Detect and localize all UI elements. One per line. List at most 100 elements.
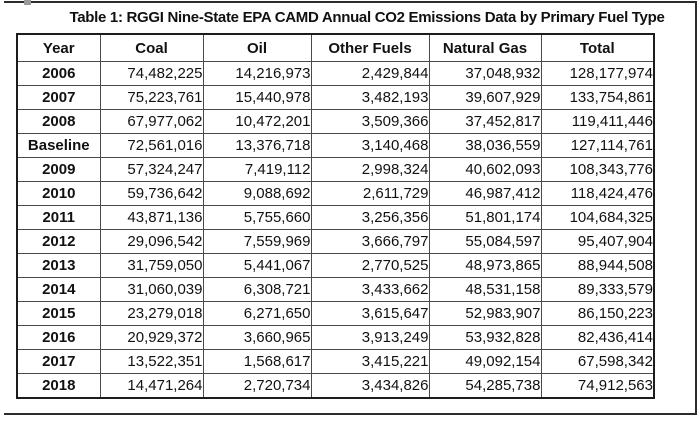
value-cell: 74,482,225 xyxy=(99,61,204,86)
year-cell: Baseline xyxy=(16,133,101,158)
value-cell: 20,929,372 xyxy=(99,325,204,350)
value-cell: 2,998,324 xyxy=(310,157,430,182)
value-cell: 3,140,468 xyxy=(310,133,430,158)
column-header-other-fuels: Other Fuels xyxy=(310,33,430,62)
header-row: Year Coal Oil Other Fuels Natural Gas Total xyxy=(16,33,655,62)
value-cell: 3,415,221 xyxy=(310,349,430,374)
value-cell: 2,429,844 xyxy=(310,61,430,86)
value-cell: 2,770,525 xyxy=(310,253,430,278)
year-cell: 2007 xyxy=(16,85,101,110)
table-row: 2007 75,223,761 15,440,978 3,482,193 39,607,… xyxy=(16,85,655,110)
value-cell: 29,096,542 xyxy=(99,229,204,254)
value-cell: 2,611,729 xyxy=(310,181,430,206)
value-cell: 7,419,112 xyxy=(202,157,312,182)
value-cell: 43,871,136 xyxy=(99,205,204,230)
value-cell: 89,333,579 xyxy=(540,277,655,302)
value-cell: 75,223,761 xyxy=(99,85,204,110)
table-row: 2006 74,482,225 14,216,973 2,429,844 37,048,… xyxy=(16,61,655,86)
value-cell: 13,522,351 xyxy=(99,349,204,374)
value-cell: 46,987,412 xyxy=(428,181,542,206)
value-cell: 72,561,016 xyxy=(99,133,204,158)
value-cell: 48,531,158 xyxy=(428,277,542,302)
value-cell: 57,324,247 xyxy=(99,157,204,182)
value-cell: 3,256,356 xyxy=(310,205,430,230)
value-cell: 10,472,201 xyxy=(202,109,312,134)
column-header-total: Total xyxy=(540,33,655,62)
scan-artifact xyxy=(24,0,31,5)
year-cell: 2014 xyxy=(16,277,101,302)
table-row: 2012 29,096,542 7,559,969 3,666,797 55,084,5… xyxy=(16,229,655,254)
table-row: 2018 14,471,264 2,720,734 3,434,826 54,285,7… xyxy=(16,373,655,399)
value-cell: 67,977,062 xyxy=(99,109,204,134)
value-cell: 48,973,865 xyxy=(428,253,542,278)
value-cell: 13,376,718 xyxy=(202,133,312,158)
value-cell: 118,424,476 xyxy=(540,181,655,206)
table-row: 2009 57,324,247 7,419,112 2,998,324 40,602,0… xyxy=(16,157,655,182)
value-cell: 7,559,969 xyxy=(202,229,312,254)
value-cell: 95,407,904 xyxy=(540,229,655,254)
table-title: Table 1: RGGI Nine-State EPA CAMD Annual… xyxy=(69,9,665,26)
column-header-coal: Coal xyxy=(99,33,204,62)
value-cell: 6,271,650 xyxy=(202,301,312,326)
value-cell: 3,433,662 xyxy=(310,277,430,302)
year-cell: 2013 xyxy=(16,253,101,278)
year-cell: 2006 xyxy=(16,61,101,86)
value-cell: 59,736,642 xyxy=(99,181,204,206)
value-cell: 3,615,647 xyxy=(310,301,430,326)
year-cell: 2016 xyxy=(16,325,101,350)
column-header-natural-gas: Natural Gas xyxy=(428,33,542,62)
value-cell: 37,452,817 xyxy=(428,109,542,134)
year-cell: 2008 xyxy=(16,109,101,134)
value-cell: 49,092,154 xyxy=(428,349,542,374)
table-row: 2013 31,759,050 5,441,067 2,770,525 48,973,8… xyxy=(16,253,655,278)
column-header-oil: Oil xyxy=(202,33,312,62)
value-cell: 37,048,932 xyxy=(428,61,542,86)
value-cell: 128,177,974 xyxy=(540,61,655,86)
value-cell: 14,216,973 xyxy=(202,61,312,86)
value-cell: 3,666,797 xyxy=(310,229,430,254)
value-cell: 127,114,761 xyxy=(540,133,655,158)
value-cell: 88,944,508 xyxy=(540,253,655,278)
value-cell: 3,509,366 xyxy=(310,109,430,134)
value-cell: 1,568,617 xyxy=(202,349,312,374)
value-cell: 3,482,193 xyxy=(310,85,430,110)
value-cell: 31,060,039 xyxy=(99,277,204,302)
table-row: Baseline 72,561,016 13,376,718 3,140,468 38,… xyxy=(16,133,655,158)
value-cell: 54,285,738 xyxy=(428,373,542,399)
table-row: 2011 43,871,136 5,755,660 3,256,356 51,801,1… xyxy=(16,205,655,230)
value-cell: 40,602,093 xyxy=(428,157,542,182)
year-cell: 2010 xyxy=(16,181,101,206)
table-row: 2016 20,929,372 3,660,965 3,913,249 53,932,8… xyxy=(16,325,655,350)
value-cell: 67,598,342 xyxy=(540,349,655,374)
value-cell: 38,036,559 xyxy=(428,133,542,158)
emissions-table: Year Coal Oil Other Fuels Natural Gas Total 2… xyxy=(16,33,655,399)
value-cell: 14,471,264 xyxy=(99,373,204,399)
year-cell: 2012 xyxy=(16,229,101,254)
column-header-year: Year xyxy=(16,33,101,62)
value-cell: 23,279,018 xyxy=(99,301,204,326)
value-cell: 6,308,721 xyxy=(202,277,312,302)
table-row: 2017 13,522,351 1,568,617 3,415,221 49,092,1… xyxy=(16,349,655,374)
value-cell: 133,754,861 xyxy=(540,85,655,110)
value-cell: 55,084,597 xyxy=(428,229,542,254)
value-cell: 3,660,965 xyxy=(202,325,312,350)
value-cell: 9,088,692 xyxy=(202,181,312,206)
value-cell: 15,440,978 xyxy=(202,85,312,110)
value-cell: 86,150,223 xyxy=(540,301,655,326)
table-row: 2010 59,736,642 9,088,692 2,611,729 46,987,4… xyxy=(16,181,655,206)
table-row: 2015 23,279,018 6,271,650 3,615,647 52,983,9… xyxy=(16,301,655,326)
value-cell: 5,441,067 xyxy=(202,253,312,278)
value-cell: 2,720,734 xyxy=(202,373,312,399)
value-cell: 5,755,660 xyxy=(202,205,312,230)
value-cell: 3,434,826 xyxy=(310,373,430,399)
value-cell: 52,983,907 xyxy=(428,301,542,326)
value-cell: 82,436,414 xyxy=(540,325,655,350)
value-cell: 31,759,050 xyxy=(99,253,204,278)
value-cell: 108,343,776 xyxy=(540,157,655,182)
table-row: 2014 31,060,039 6,308,721 3,433,662 48,531,1… xyxy=(16,277,655,302)
year-cell: 2009 xyxy=(16,157,101,182)
year-cell: 2011 xyxy=(16,205,101,230)
value-cell: 51,801,174 xyxy=(428,205,542,230)
value-cell: 3,913,249 xyxy=(310,325,430,350)
